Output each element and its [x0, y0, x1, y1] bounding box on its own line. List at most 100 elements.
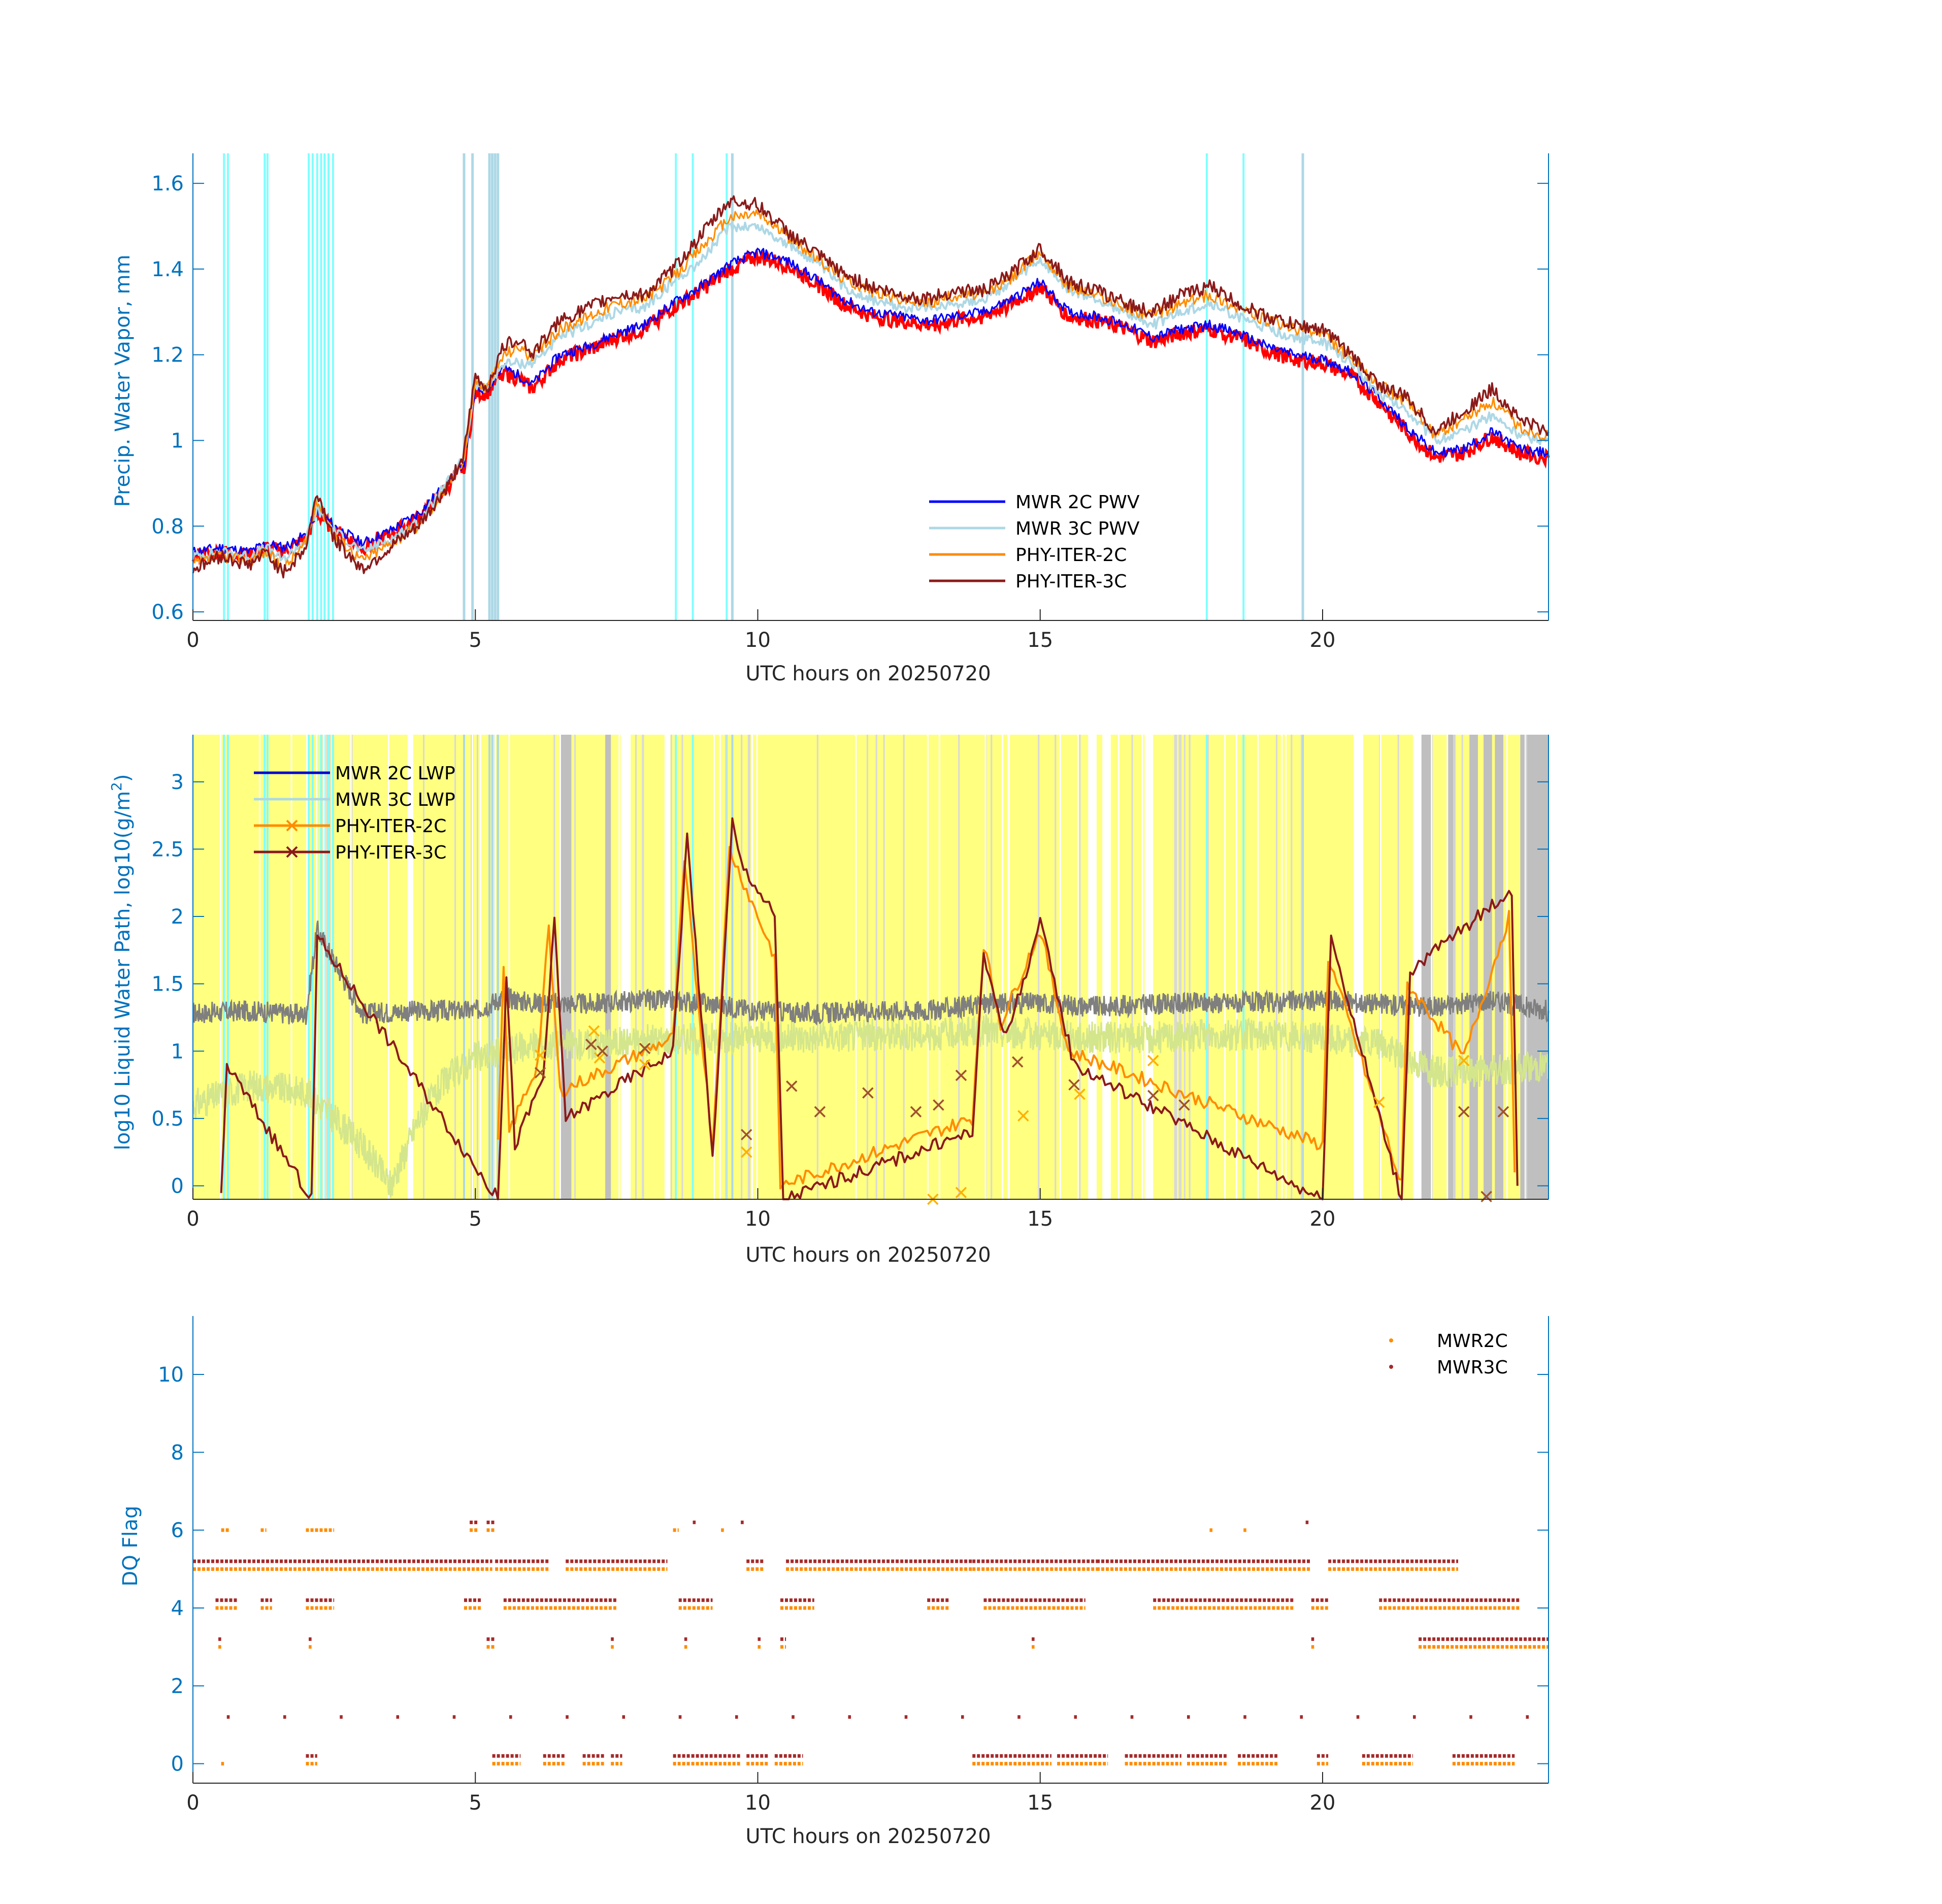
x-marker — [1458, 1055, 1470, 1067]
x-tick-label: 5 — [469, 1791, 482, 1815]
legend-label: MWR 3C LWP — [335, 790, 455, 810]
x-marker — [588, 1025, 600, 1037]
x-marker — [1012, 1056, 1024, 1068]
lwp-background — [193, 735, 1549, 1199]
x-tick-label: 10 — [745, 629, 771, 652]
x-marker — [1480, 1191, 1492, 1202]
legend-swatch — [1389, 1338, 1393, 1342]
legend-marker — [286, 846, 298, 858]
x-marker — [1373, 1096, 1385, 1108]
x-tick-label: 20 — [1310, 1791, 1336, 1815]
y-tick-label: 0.6 — [151, 601, 184, 624]
x-marker — [639, 1059, 651, 1071]
pwv-panel: 0 5 10 15 20 0.6 0.8 1 1.2 1.4 1.6 UTC hours on 20… — [111, 153, 1550, 685]
y-tick-label: 1 — [171, 430, 184, 453]
x-marker — [1068, 1079, 1080, 1091]
x-tick-label: 20 — [1310, 629, 1336, 652]
x-marker — [862, 1087, 874, 1099]
lwp-legend: MWR 2C LWP MWR 3C LWP PHY-ITER-2C PHY-ITER-… — [254, 763, 455, 863]
x-marker — [585, 1038, 597, 1051]
y-tick-label: 0.5 — [151, 1107, 184, 1131]
x-tick-label: 15 — [1027, 1791, 1053, 1815]
grey-band — [1446, 735, 1456, 1199]
y-tick-label: 3 — [171, 771, 184, 794]
legend-label: MWR 3C PWV — [1015, 518, 1140, 539]
x-marker — [933, 1099, 944, 1111]
x-tick-label: 0 — [186, 1207, 199, 1231]
x-marker — [955, 1069, 967, 1081]
x-tick-label: 10 — [745, 1791, 771, 1815]
x-marker — [534, 1049, 546, 1061]
x-marker — [741, 1146, 752, 1158]
pwv-flag-lines — [223, 153, 1304, 620]
pwv-axes: 0 5 10 15 20 0.6 0.8 1 1.2 1.4 1.6 — [151, 153, 1549, 652]
series-line-0 — [192, 248, 1549, 556]
white-gap — [664, 735, 671, 1199]
grey-band — [1495, 735, 1503, 1199]
white-gap — [1354, 735, 1362, 1199]
lwp-panel: 0 5 10 15 20 0 0.5 1 1.5 2 2.5 3 UTC hours on 20250… — [108, 735, 1550, 1267]
x-marker — [639, 1042, 651, 1055]
dq-xlabel: UTC hours on 20250720 — [745, 1825, 991, 1848]
series-line-3 — [220, 817, 1519, 1200]
series-line-mwr2c — [192, 921, 1550, 1026]
y-tick-label: 1.6 — [151, 172, 184, 195]
white-gap — [1144, 735, 1154, 1199]
y-tick-label: 0 — [171, 1174, 184, 1198]
y-tick-label: 2 — [171, 905, 184, 929]
dq-panel: 0 5 10 15 20 0 2 4 6 8 10 UTC hours on 20250720 DQ… — [119, 1316, 1549, 1848]
dq-axes: 0 5 10 15 20 0 2 4 6 8 10 — [158, 1316, 1549, 1815]
pwv-xlabel: UTC hours on 20250720 — [745, 662, 991, 685]
white-gap — [407, 735, 413, 1199]
x-tick-label: 15 — [1027, 1207, 1053, 1231]
lwp-axes: 0 5 10 15 20 0 0.5 1 1.5 2 2.5 3 — [151, 735, 1549, 1231]
x-marker — [1147, 1055, 1159, 1067]
lwp-xlabel: UTC hours on 20250720 — [745, 1243, 991, 1267]
x-marker — [597, 1045, 608, 1057]
x-marker — [814, 1106, 826, 1118]
white-gap — [1102, 735, 1111, 1199]
grey-band — [560, 735, 572, 1199]
dq-ylabel: DQ Flag — [119, 1505, 142, 1586]
grey-band — [1520, 735, 1549, 1199]
lwp-series — [192, 817, 1550, 1205]
x-marker — [741, 1129, 752, 1140]
x-tick-label: 5 — [469, 1207, 482, 1231]
legend-label: PHY-ITER-3C — [1015, 571, 1127, 592]
x-marker — [955, 1187, 967, 1198]
lwp-ylabel: log10 Liquid Water Path, log10(g/m2) — [108, 774, 135, 1151]
grey-band — [1469, 735, 1478, 1199]
y-tick-label: 10 — [158, 1363, 184, 1387]
x-marker — [1017, 1110, 1029, 1122]
pwv-series — [191, 195, 1550, 579]
legend-label: MWR2C — [1437, 1331, 1508, 1352]
series-line-mwr3c — [192, 1013, 1550, 1198]
y-tick-label: 0 — [171, 1753, 184, 1776]
y-tick-label: 0.8 — [151, 515, 184, 538]
x-marker — [1147, 1090, 1159, 1102]
x-marker — [1178, 1099, 1190, 1111]
x-tick-label: 5 — [469, 629, 482, 652]
y-tick-label: 1 — [171, 1040, 184, 1063]
y-tick-label: 1.5 — [151, 973, 184, 996]
x-tick-label: 0 — [186, 629, 199, 652]
y-tick-label: 4 — [171, 1597, 184, 1620]
x-marker — [786, 1080, 798, 1092]
y-tick-label: 8 — [171, 1441, 184, 1464]
grey-band — [1484, 735, 1492, 1199]
x-marker — [910, 1106, 922, 1118]
legend-label: PHY-ITER-3C — [335, 842, 446, 863]
dq-legend: MWR2C MWR3C — [1389, 1331, 1508, 1378]
x-tick-label: 10 — [745, 1207, 771, 1231]
y-tick-label: 1.2 — [151, 344, 184, 367]
legend-label: MWR3C — [1437, 1357, 1508, 1378]
grey-band — [605, 735, 611, 1199]
x-tick-label: 0 — [186, 1791, 199, 1815]
lwp-ylabel-sup: 2 — [108, 782, 125, 791]
white-gap — [1088, 735, 1097, 1199]
series-line-3 — [192, 195, 1550, 579]
y-tick-label: 2.5 — [151, 838, 184, 861]
x-tick-label: 15 — [1027, 629, 1053, 652]
y-tick-label: 1.4 — [151, 258, 184, 281]
